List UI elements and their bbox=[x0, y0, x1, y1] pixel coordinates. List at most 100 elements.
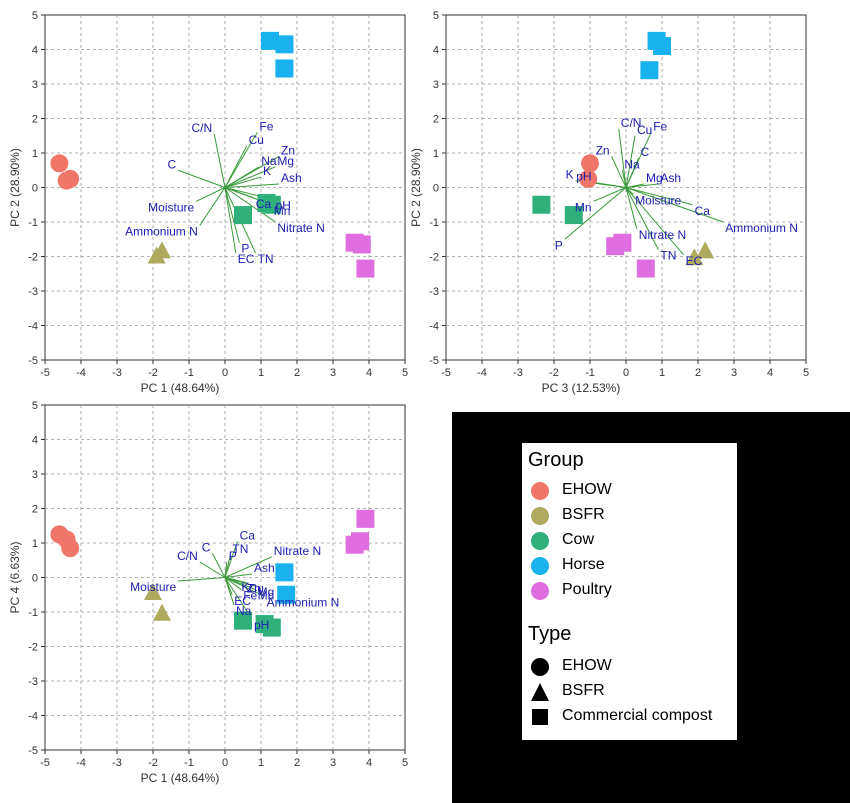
loading-vector bbox=[224, 561, 228, 578]
loading-vector bbox=[224, 166, 260, 188]
loading-vector bbox=[625, 187, 724, 223]
x-tick-label: 4 bbox=[767, 367, 773, 379]
loading-vector bbox=[213, 133, 226, 188]
y-tick-label: -5 bbox=[28, 355, 38, 367]
loading-vector bbox=[224, 556, 273, 578]
x-tick-label: 1 bbox=[659, 367, 665, 379]
x-tick-label: -3 bbox=[112, 367, 122, 379]
x-tick-label: -3 bbox=[513, 367, 523, 379]
point-bsfr bbox=[696, 241, 715, 259]
loading-vector bbox=[224, 577, 242, 590]
loading-label: Mg bbox=[277, 154, 294, 168]
legend-label: EHOW bbox=[562, 481, 612, 498]
x-tick-label: -3 bbox=[112, 757, 122, 769]
point-horse bbox=[275, 563, 294, 582]
loading-label: TN bbox=[660, 249, 676, 263]
loading-label: EC bbox=[234, 594, 251, 608]
y-tick-label: 1 bbox=[433, 148, 439, 160]
loading-label: C bbox=[168, 157, 177, 171]
loading-label: Na bbox=[236, 604, 252, 618]
loading-label: Moisture bbox=[635, 193, 681, 207]
x-tick-label: -1 bbox=[585, 367, 595, 379]
loading-label: P bbox=[229, 549, 237, 563]
loading-vector bbox=[618, 128, 627, 188]
loading-label: pH bbox=[254, 618, 269, 632]
loading-label: Ammonium N bbox=[267, 595, 340, 609]
square-shape-icon bbox=[532, 709, 548, 725]
loading-label: Mn bbox=[575, 200, 592, 214]
x-tick-label: 1 bbox=[258, 757, 264, 769]
point-bsfr bbox=[685, 248, 704, 266]
point-cow bbox=[564, 206, 583, 225]
loading-vector bbox=[564, 187, 627, 240]
loading-label: EC bbox=[686, 254, 703, 268]
loading-vector bbox=[224, 145, 248, 188]
loading-vector bbox=[178, 169, 226, 188]
point-bsfr bbox=[153, 241, 171, 259]
loading-label: pH bbox=[576, 169, 591, 183]
y-tick-label: 4 bbox=[32, 45, 38, 57]
y-tick-label: 3 bbox=[32, 79, 38, 91]
legend-swatch-bsfr bbox=[531, 507, 549, 525]
plot-panel-2: -5 -4 -3 -2 -1 0 1 2 3 4 5 -5 -4 -3 -2 -1 0 1 2 3 4 5 PC 3 (12… bbox=[409, 10, 809, 395]
loading-label: Fe bbox=[243, 589, 257, 603]
y-tick-label: -4 bbox=[429, 321, 439, 333]
loading-label: Ca bbox=[256, 197, 272, 211]
y-tick-label: -1 bbox=[28, 217, 38, 229]
loading-label: Zn bbox=[247, 582, 261, 596]
legend-label: Poultry bbox=[562, 581, 612, 598]
triangle-shape-icon bbox=[531, 683, 549, 701]
loading-label: EC bbox=[238, 252, 255, 266]
circle-marker-icon bbox=[531, 482, 549, 500]
legend-swatch-ehow bbox=[531, 482, 549, 500]
loading-label: Zn bbox=[281, 143, 295, 157]
loading-label: P bbox=[241, 242, 249, 256]
x-tick-label: 1 bbox=[258, 367, 264, 379]
loading-label: P bbox=[555, 238, 563, 252]
loading-vector bbox=[224, 541, 239, 578]
loading-vector bbox=[199, 187, 226, 226]
point-cow bbox=[234, 611, 252, 630]
legend-item-cow: Cow bbox=[522, 530, 737, 552]
y-tick-label: 2 bbox=[433, 114, 439, 126]
x-tick-label: 0 bbox=[623, 367, 629, 379]
y-tick-label: -2 bbox=[429, 252, 439, 264]
y-tick-label: -3 bbox=[429, 286, 439, 298]
point-poultry bbox=[351, 532, 369, 551]
y-tick-label: 3 bbox=[433, 79, 439, 91]
point-poultry bbox=[356, 259, 375, 278]
x-tick-label: -5 bbox=[40, 757, 50, 769]
point-cow bbox=[234, 206, 252, 225]
y-tick-label: 2 bbox=[32, 114, 38, 126]
loading-label: Ash bbox=[660, 171, 681, 185]
loading-label: Mg bbox=[258, 585, 275, 599]
x-tick-label: 0 bbox=[222, 757, 228, 769]
x-tick-label: 4 bbox=[366, 367, 372, 379]
legend-label: Commercial compost bbox=[562, 707, 713, 724]
loading-label: Ash bbox=[281, 171, 302, 185]
y-tick-label: 3 bbox=[32, 469, 38, 481]
point-horse bbox=[653, 37, 671, 56]
loading-label: C bbox=[202, 540, 211, 554]
legend-label: BSFR bbox=[562, 506, 605, 523]
loading-label: Cu bbox=[637, 123, 652, 137]
x-tick-label: -2 bbox=[148, 757, 158, 769]
x-tick-label: 0 bbox=[222, 367, 228, 379]
loading-vector bbox=[178, 577, 226, 582]
loading-vector bbox=[621, 170, 627, 188]
loading-vector bbox=[224, 176, 262, 188]
x-tick-label: -5 bbox=[40, 367, 50, 379]
loading-label: TN bbox=[232, 542, 248, 556]
y-tick-label: -4 bbox=[28, 321, 38, 333]
y-tick-label: -2 bbox=[28, 252, 38, 264]
point-bsfr bbox=[144, 583, 162, 601]
loading-label: C/N bbox=[177, 549, 198, 563]
loading-vector bbox=[224, 166, 276, 188]
y-tick-label: 1 bbox=[32, 148, 38, 160]
point-horse bbox=[275, 35, 294, 54]
point-cow bbox=[262, 618, 281, 637]
point-poultry bbox=[613, 233, 632, 252]
y-axis-label: PC 2 (28.90%) bbox=[8, 148, 22, 227]
x-tick-label: -2 bbox=[549, 367, 559, 379]
